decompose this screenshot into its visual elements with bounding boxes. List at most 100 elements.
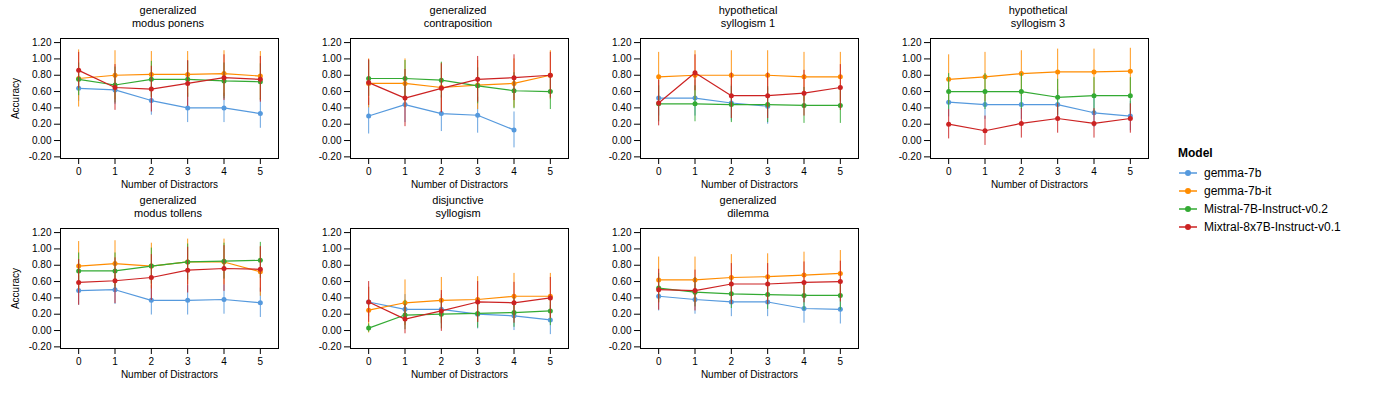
svg-text:0.80: 0.80: [612, 259, 632, 270]
svg-text:Number of Distractors: Number of Distractors: [701, 179, 798, 190]
svg-text:1.00: 1.00: [612, 243, 632, 254]
svg-text:0.60: 0.60: [322, 86, 342, 97]
svg-text:1.20: 1.20: [902, 37, 922, 48]
svg-text:0: 0: [76, 356, 82, 367]
svg-text:0.00: 0.00: [612, 325, 632, 336]
svg-text:0.40: 0.40: [612, 102, 632, 113]
svg-text:1.20: 1.20: [612, 37, 632, 48]
svg-text:0.60: 0.60: [612, 276, 632, 287]
svg-text:0.40: 0.40: [322, 102, 342, 113]
svg-text:0.00: 0.00: [32, 325, 52, 336]
svg-text:2: 2: [1019, 166, 1025, 177]
svg-text:5: 5: [258, 356, 264, 367]
svg-text:0: 0: [76, 166, 82, 177]
svg-text:2: 2: [149, 166, 155, 177]
svg-text:0.20: 0.20: [322, 308, 342, 319]
svg-text:-0.20: -0.20: [29, 341, 52, 352]
svg-text:-0.20: -0.20: [319, 151, 342, 162]
svg-text:0.40: 0.40: [32, 292, 52, 303]
svg-text:0.00: 0.00: [612, 135, 632, 146]
svg-text:4: 4: [801, 166, 807, 177]
svg-text:1.00: 1.00: [322, 53, 342, 64]
svg-text:0.80: 0.80: [322, 69, 342, 80]
svg-text:0.20: 0.20: [612, 308, 632, 319]
svg-text:1: 1: [112, 356, 118, 367]
svg-text:-0.20: -0.20: [319, 341, 342, 352]
svg-text:Number of Distractors: Number of Distractors: [411, 369, 508, 380]
svg-text:1: 1: [402, 356, 408, 367]
svg-text:4: 4: [511, 356, 517, 367]
svg-text:0.00: 0.00: [322, 135, 342, 146]
svg-text:0.00: 0.00: [322, 325, 342, 336]
svg-text:-0.20: -0.20: [609, 341, 632, 352]
svg-text:0.20: 0.20: [322, 118, 342, 129]
svg-text:0.80: 0.80: [32, 69, 52, 80]
svg-text:0: 0: [366, 356, 372, 367]
svg-text:1.00: 1.00: [32, 243, 52, 254]
svg-text:1.20: 1.20: [32, 37, 52, 48]
svg-text:1.00: 1.00: [32, 53, 52, 64]
svg-text:1.20: 1.20: [322, 37, 342, 48]
svg-text:2: 2: [729, 356, 735, 367]
svg-text:Number of Distractors: Number of Distractors: [991, 179, 1088, 190]
svg-text:0.80: 0.80: [612, 69, 632, 80]
svg-text:-0.20: -0.20: [609, 151, 632, 162]
svg-text:Accuracy: Accuracy: [10, 78, 21, 119]
svg-text:0.20: 0.20: [32, 308, 52, 319]
svg-text:4: 4: [1091, 166, 1097, 177]
svg-text:5: 5: [838, 166, 844, 177]
svg-text:2: 2: [149, 356, 155, 367]
svg-text:0.40: 0.40: [612, 292, 632, 303]
svg-text:3: 3: [475, 356, 481, 367]
svg-text:Number of Distractors: Number of Distractors: [701, 369, 798, 380]
svg-text:3: 3: [185, 356, 191, 367]
svg-text:2: 2: [729, 166, 735, 177]
svg-text:1: 1: [692, 166, 698, 177]
svg-text:0: 0: [656, 356, 662, 367]
svg-text:1.20: 1.20: [612, 227, 632, 238]
svg-text:4: 4: [221, 356, 227, 367]
svg-text:0.40: 0.40: [902, 102, 922, 113]
svg-text:0.20: 0.20: [612, 118, 632, 129]
svg-text:1: 1: [112, 166, 118, 177]
svg-text:0.20: 0.20: [32, 118, 52, 129]
svg-text:0: 0: [946, 166, 952, 177]
svg-text:1.00: 1.00: [612, 53, 632, 64]
svg-text:1: 1: [692, 356, 698, 367]
svg-text:5: 5: [258, 166, 264, 177]
svg-text:0.60: 0.60: [32, 276, 52, 287]
svg-text:5: 5: [1128, 166, 1134, 177]
svg-text:5: 5: [838, 356, 844, 367]
svg-text:0.20: 0.20: [902, 118, 922, 129]
svg-text:3: 3: [475, 166, 481, 177]
svg-text:2: 2: [439, 166, 445, 177]
svg-text:1: 1: [402, 166, 408, 177]
svg-text:0.00: 0.00: [32, 135, 52, 146]
svg-text:0: 0: [366, 166, 372, 177]
svg-text:1: 1: [982, 166, 988, 177]
svg-text:0.80: 0.80: [322, 259, 342, 270]
svg-text:1.00: 1.00: [902, 53, 922, 64]
svg-text:0: 0: [656, 166, 662, 177]
svg-text:1.00: 1.00: [322, 243, 342, 254]
svg-text:0.60: 0.60: [902, 86, 922, 97]
svg-text:5: 5: [548, 356, 554, 367]
svg-text:3: 3: [1055, 166, 1061, 177]
svg-text:0.60: 0.60: [322, 276, 342, 287]
svg-text:3: 3: [765, 356, 771, 367]
svg-text:Number of Distractors: Number of Distractors: [411, 179, 508, 190]
svg-text:5: 5: [548, 166, 554, 177]
svg-text:0.80: 0.80: [902, 69, 922, 80]
svg-text:1.20: 1.20: [322, 227, 342, 238]
svg-text:0.60: 0.60: [612, 86, 632, 97]
svg-text:Number of Distractors: Number of Distractors: [121, 369, 218, 380]
svg-text:0.00: 0.00: [902, 135, 922, 146]
svg-text:4: 4: [221, 166, 227, 177]
svg-text:3: 3: [765, 166, 771, 177]
svg-text:4: 4: [801, 356, 807, 367]
svg-text:0.80: 0.80: [32, 259, 52, 270]
svg-text:-0.20: -0.20: [29, 151, 52, 162]
svg-text:2: 2: [439, 356, 445, 367]
svg-text:4: 4: [511, 166, 517, 177]
svg-text:0.60: 0.60: [32, 86, 52, 97]
